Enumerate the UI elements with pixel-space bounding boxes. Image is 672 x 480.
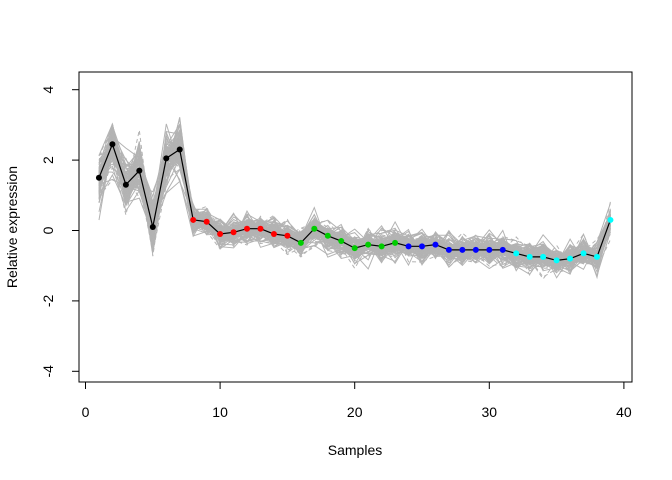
data-point (472, 246, 479, 253)
y-tick-label: 0 (40, 226, 56, 234)
y-axis: -4 -2 0 2 4 (40, 86, 80, 378)
data-point (95, 174, 102, 181)
data-point (432, 241, 439, 248)
data-point (593, 253, 600, 260)
data-point (351, 245, 358, 252)
background-profile-line (98, 143, 611, 263)
x-tick-label: 10 (212, 404, 228, 420)
data-point (324, 232, 331, 239)
data-point (163, 155, 170, 162)
data-point (270, 231, 277, 238)
data-point (499, 246, 506, 253)
data-point (311, 225, 318, 232)
x-axis: 0 10 20 30 40 (82, 381, 632, 420)
y-tick-label: 2 (40, 156, 56, 164)
background-profile-line (98, 146, 611, 270)
x-axis-title: Samples (328, 442, 382, 458)
data-point (580, 250, 587, 257)
data-point (149, 223, 156, 230)
data-point (136, 167, 143, 174)
data-point (445, 246, 452, 253)
data-point (486, 246, 493, 253)
data-point (567, 255, 574, 262)
data-point (405, 243, 412, 250)
data-point (540, 253, 547, 260)
y-axis-title: Relative expression (4, 166, 20, 288)
data-point (392, 239, 399, 246)
background-profile-line (98, 125, 611, 271)
data-point (365, 241, 372, 248)
mean-profile-points (95, 141, 614, 264)
data-point (230, 229, 237, 236)
x-tick-label: 30 (482, 404, 498, 420)
data-point (217, 231, 224, 238)
data-point (378, 243, 385, 250)
data-point (338, 238, 345, 245)
data-point (284, 232, 291, 239)
data-point (607, 216, 614, 223)
data-point (109, 141, 116, 148)
data-point (257, 225, 264, 232)
data-point (526, 253, 533, 260)
data-point (459, 246, 466, 253)
data-point (176, 146, 183, 153)
plot-frame (78, 71, 633, 383)
data-point (190, 216, 197, 223)
x-tick-label: 0 (82, 404, 90, 420)
data-point (244, 225, 251, 232)
x-tick-label: 40 (616, 404, 632, 420)
background-profiles (98, 117, 611, 280)
background-profile-line (98, 148, 611, 269)
data-point (513, 250, 520, 257)
data-point (297, 239, 304, 246)
data-point (122, 181, 129, 188)
y-tick-label: 4 (40, 86, 56, 94)
data-point (203, 218, 210, 225)
data-point (419, 243, 425, 250)
x-tick-label: 20 (347, 404, 363, 420)
background-profile-line (98, 133, 611, 266)
y-tick-label: -2 (40, 294, 56, 307)
data-point (553, 257, 560, 264)
y-tick-label: -4 (40, 365, 56, 378)
